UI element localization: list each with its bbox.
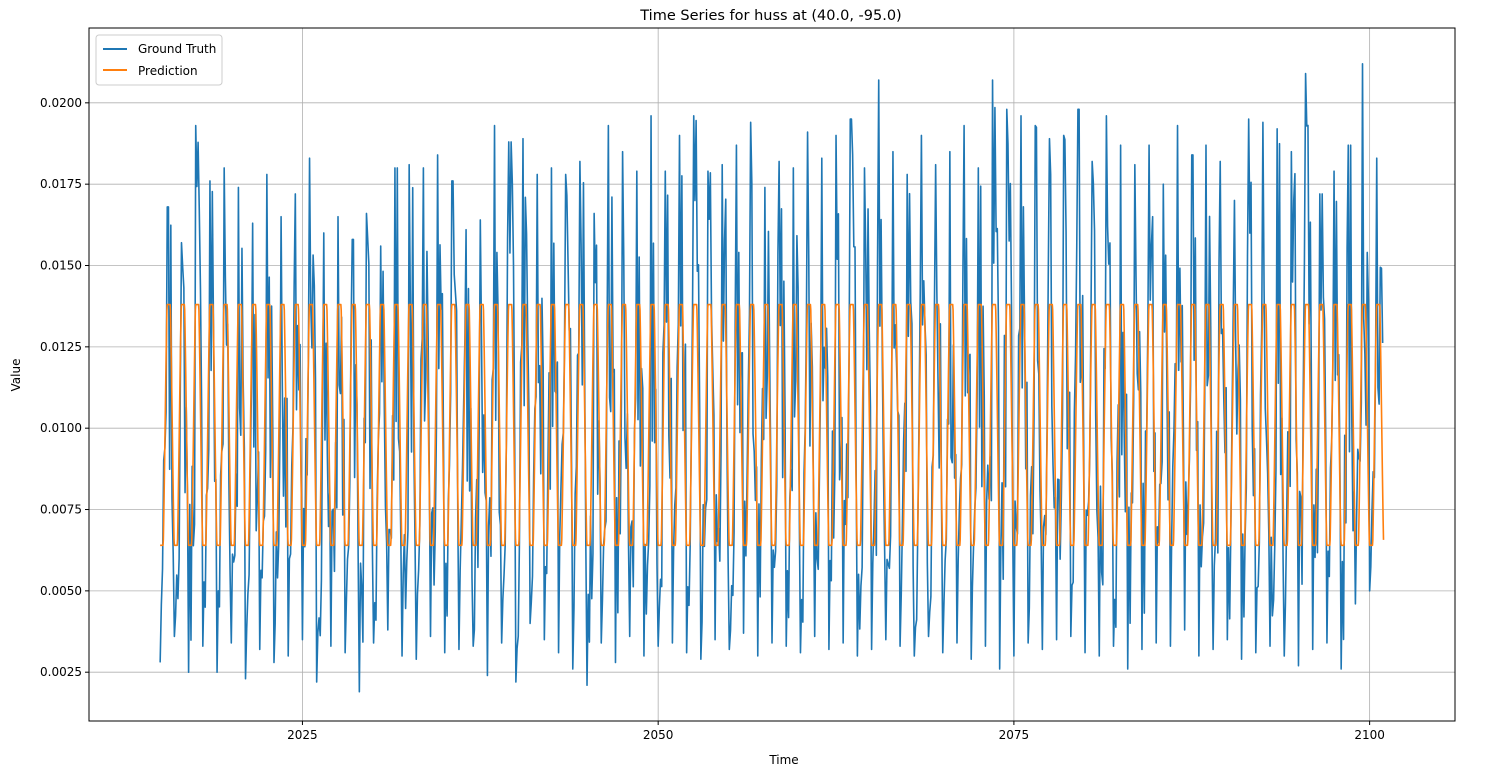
- y-tick-label: 0.0025: [40, 665, 82, 679]
- legend-label-prediction: Prediction: [138, 64, 198, 78]
- legend-label-ground-truth: Ground Truth: [138, 42, 216, 56]
- legend-box: [95, 34, 223, 86]
- y-tick-label: 0.0125: [40, 340, 82, 354]
- x-axis-label: Time: [768, 753, 798, 767]
- y-tick-label: 0.0050: [40, 584, 82, 598]
- x-tick-label: 2025: [287, 728, 318, 742]
- y-tick-label: 0.0100: [40, 421, 82, 435]
- y-axis-label: Value: [9, 359, 23, 392]
- y-axis-ticks: 0.0025 0.0050 0.0075 0.0100 0.0125 0.0150 0.01…: [40, 96, 89, 679]
- y-tick-label: 0.0175: [40, 177, 82, 191]
- x-tick-label: 2075: [999, 728, 1030, 742]
- legend: Ground Truth Prediction: [95, 34, 223, 86]
- series-layer: [159, 62, 1385, 693]
- series-line-prediction: [159, 303, 1385, 547]
- x-tick-label: 2050: [643, 728, 674, 742]
- y-tick-label: 0.0200: [40, 96, 82, 110]
- y-tick-label: 0.0150: [40, 259, 82, 273]
- x-axis-ticks: 2025 2050 2075 2100: [287, 721, 1385, 742]
- plot-frame: [88, 27, 1456, 722]
- y-tick-label: 0.0075: [40, 503, 82, 517]
- chart-title: Time Series for huss at (40.0, -95.0): [639, 8, 901, 24]
- x-tick-label: 2100: [1354, 728, 1385, 742]
